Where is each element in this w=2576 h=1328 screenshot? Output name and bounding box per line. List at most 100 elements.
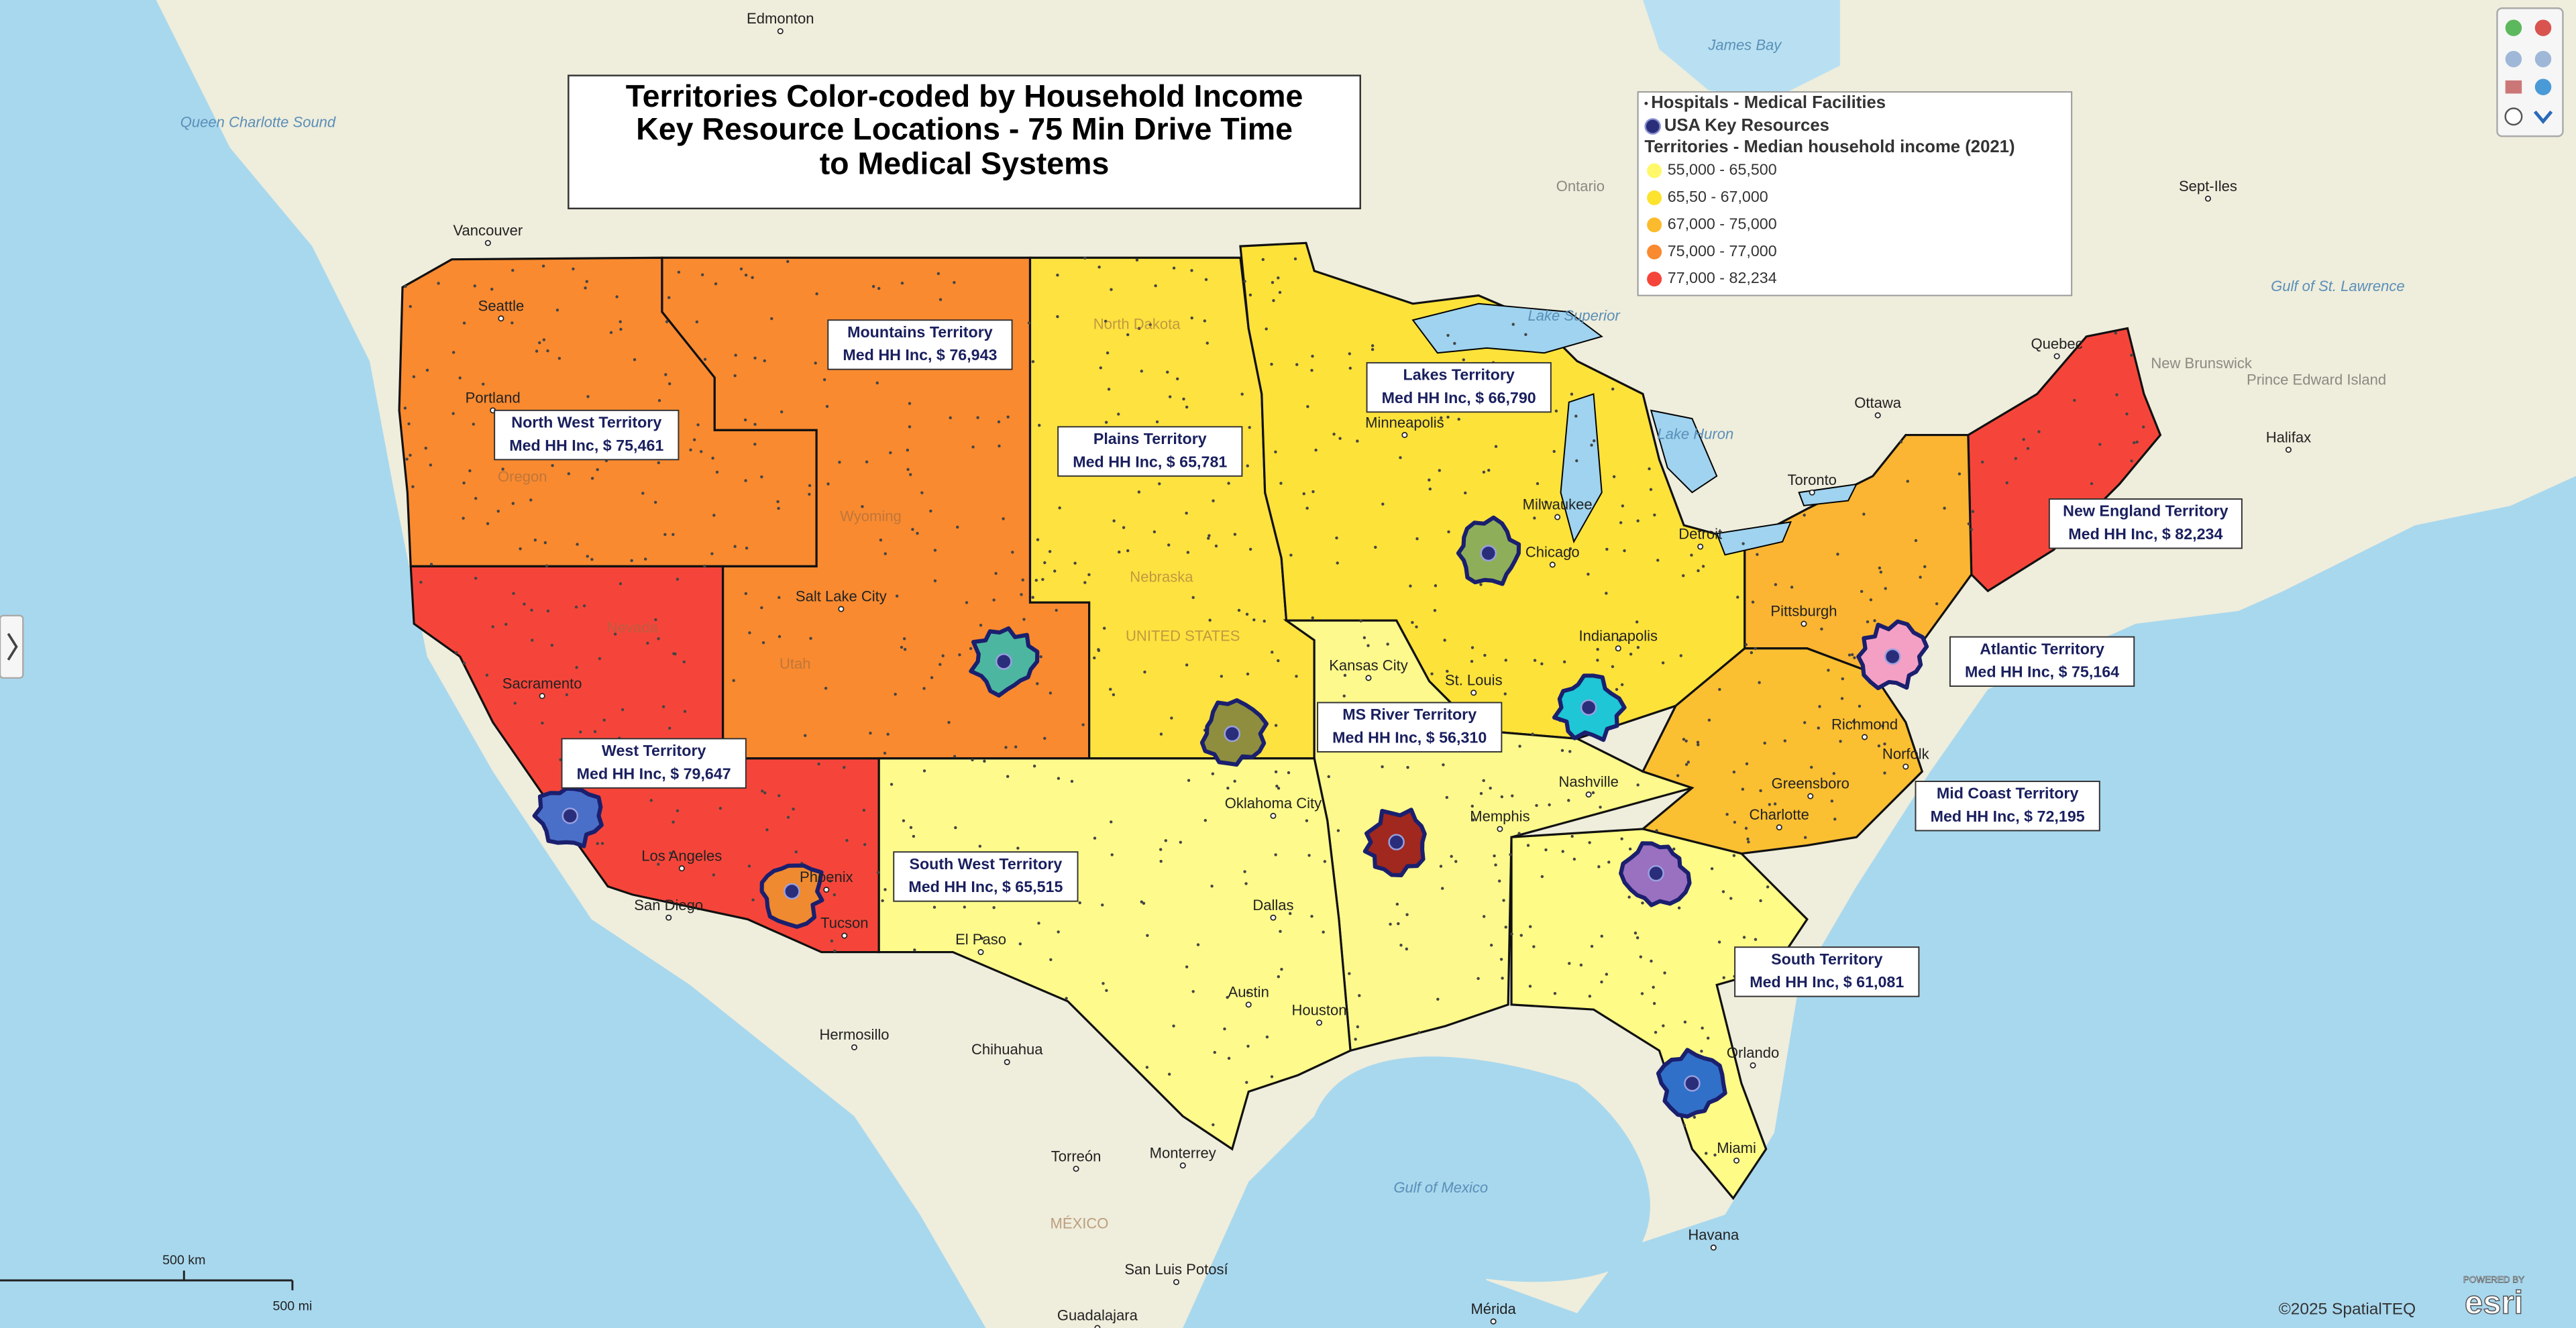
hospital [657, 863, 660, 866]
powered-by: POWERED BY [2463, 1275, 2524, 1285]
hospital [2005, 481, 2008, 485]
hospital [1489, 786, 1492, 790]
hospital [1553, 992, 1557, 995]
hospital [501, 467, 504, 471]
city-dot [1809, 489, 1815, 496]
hospital [1482, 470, 1486, 474]
zoom-out[interactable] [2534, 19, 2552, 36]
hospital [1923, 565, 1927, 569]
hospital [1014, 745, 1018, 749]
hospital [1588, 995, 1592, 998]
hospital [1830, 799, 1834, 803]
hospital [1693, 1115, 1697, 1119]
label-box [1915, 781, 2100, 832]
hospital [753, 423, 757, 426]
hospital [879, 539, 883, 542]
hospital [748, 631, 751, 634]
hospital [1446, 415, 1450, 419]
hospital [2037, 430, 2041, 433]
hospital [1386, 643, 1389, 646]
hospital [922, 769, 926, 773]
hospital [2130, 353, 2133, 357]
hospital [1682, 738, 1686, 741]
hospital [590, 557, 594, 561]
territory-income: Med HH Inc, $ 75,461 [509, 437, 663, 454]
hospital [1482, 779, 1485, 782]
hospital [1832, 772, 1836, 775]
hospital [1544, 500, 1548, 504]
hospital [429, 563, 433, 566]
hospital [1970, 528, 1973, 531]
hospital [1175, 377, 1179, 381]
hospital [753, 356, 757, 359]
zoom-box[interactable] [2505, 80, 2522, 94]
city-dot [977, 949, 984, 956]
hospital [930, 676, 934, 679]
city-dot [1270, 812, 1277, 819]
hospital [1354, 1038, 1357, 1041]
hospital [1004, 746, 1008, 749]
hospital [916, 531, 919, 535]
full-extent[interactable] [2534, 78, 2552, 95]
zoom-in[interactable] [2505, 19, 2522, 36]
side-tab-frame[interactable] [0, 614, 24, 679]
search[interactable] [2504, 107, 2523, 126]
hospital [833, 949, 837, 953]
hospital [1957, 472, 1962, 476]
hospital [1310, 914, 1313, 918]
legend-swatch [1647, 272, 1662, 287]
hospital [703, 357, 707, 361]
hospital [912, 834, 916, 838]
hospital [1190, 269, 1193, 272]
hospital [1107, 388, 1111, 391]
hospital [744, 479, 747, 482]
collapse[interactable] [2533, 110, 2553, 124]
forward[interactable] [2534, 50, 2552, 68]
hospital [763, 791, 767, 795]
city-dot [1585, 791, 1592, 798]
hospital [922, 687, 926, 690]
hospital [1274, 450, 1277, 453]
hospital [938, 298, 943, 301]
hospital [883, 552, 887, 555]
side-tab[interactable] [0, 614, 24, 679]
hospital [1464, 491, 1467, 495]
hospital [994, 571, 998, 575]
hospital [1540, 875, 1544, 879]
hospital [886, 732, 890, 736]
city-label: Los Angeles [641, 847, 722, 864]
hospital [1428, 478, 1431, 482]
hospital [1293, 257, 1297, 261]
legend: Hospitals - Medical Facilities USA Key R… [1637, 91, 2073, 296]
city-dot [1801, 620, 1807, 627]
hospital [1246, 1044, 1250, 1048]
side-tab-arrow[interactable] [7, 632, 18, 661]
hospital [1663, 971, 1666, 975]
hospital [1635, 620, 1639, 624]
hospital [1203, 319, 1207, 323]
hospital [1596, 648, 1599, 651]
hospital [1302, 492, 1305, 496]
hospital [1705, 1152, 1708, 1155]
hospital [412, 375, 416, 378]
hospital [538, 341, 541, 345]
hospital [1732, 854, 1736, 857]
hospital [941, 654, 945, 657]
hospital [451, 412, 455, 415]
hospital [979, 624, 983, 627]
back[interactable] [2505, 50, 2522, 68]
hospital [909, 826, 913, 829]
territory-income: Med HH Inc, $ 82,234 [2068, 525, 2222, 543]
hospital [1248, 547, 1252, 551]
hospital [1869, 598, 1873, 602]
hospital [1980, 460, 1984, 464]
hospital [906, 448, 910, 452]
hospital [1159, 859, 1163, 863]
drive-times [532, 515, 1929, 1119]
hospital [1307, 854, 1311, 857]
hospital [909, 473, 912, 476]
hospital [1899, 440, 1903, 444]
hospital [1278, 290, 1282, 294]
water-label: Gulf of Mexico [1393, 1179, 1488, 1196]
hospital [1790, 586, 1794, 589]
